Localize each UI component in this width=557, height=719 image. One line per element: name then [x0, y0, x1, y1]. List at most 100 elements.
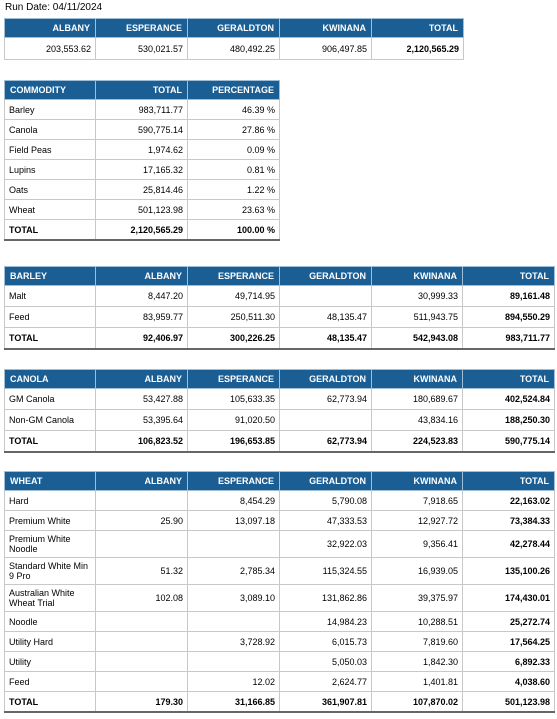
geraldton-value: 361,907.81: [279, 691, 372, 713]
grade-name: Noodle: [4, 611, 96, 632]
table-row: Australian White Wheat Trial 102.08 3,089.…: [4, 584, 555, 612]
commodity-percentage: 100.00 %: [187, 219, 280, 241]
albany-value: 106,823.52: [95, 430, 188, 453]
grade-name: Feed: [4, 671, 96, 692]
canola-header-type: CANOLA: [4, 369, 96, 389]
total-value: 17,564.25: [462, 631, 555, 652]
geraldton-value: 62,773.94: [279, 430, 372, 453]
geraldton-value: 48,135.47: [279, 306, 372, 328]
esperance-value: 3,089.10: [187, 584, 280, 612]
esperance-value: 91,020.50: [187, 409, 280, 431]
commodity-table: COMMODITY TOTAL PERCENTAGE Barley 983,711…: [4, 80, 280, 241]
wheat-table: WHEAT ALBANY ESPERANCE GERALDTON KWINANA…: [4, 471, 555, 713]
table-row: Non-GM Canola 53,395.64 91,020.50 43,834.16…: [4, 409, 555, 431]
albany-value: 102.08: [95, 584, 188, 612]
barley-header-type: BARLEY: [4, 266, 96, 286]
table-row: Malt 8,447.20 49,714.95 30,999.33 89,161.48: [4, 285, 555, 307]
commodity-name: Oats: [4, 179, 96, 200]
grade-name: Standard White Min 9 Pro: [4, 557, 96, 585]
geraldton-value: 48,135.47: [279, 327, 372, 350]
kwinana-value: 7,918.65: [371, 490, 463, 511]
canola-header-albany: ALBANY: [95, 369, 188, 389]
barley-header-total: TOTAL: [462, 266, 555, 286]
total-value: 174,430.01: [462, 584, 555, 612]
commodity-total: 2,120,565.29: [95, 219, 188, 241]
albany-value: 51.32: [95, 557, 188, 585]
esperance-value: 300,226.25: [187, 327, 280, 350]
kwinana-value: 39,375.97: [371, 584, 463, 612]
commodity-total: 590,775.14: [95, 119, 188, 140]
commodity-name: Canola: [4, 119, 96, 140]
table-row: Feed 83,959.77 250,511.30 48,135.47 511,943.…: [4, 306, 555, 328]
barley-table: BARLEY ALBANY ESPERANCE GERALDTON KWINAN…: [4, 266, 555, 350]
total-value: 590,775.14: [462, 430, 555, 453]
kwinana-value: 12,927.72: [371, 510, 463, 531]
commodity-percentage: 1.22 %: [187, 179, 280, 200]
kwinana-value: 1,842.30: [371, 651, 463, 672]
canola-header-total: TOTAL: [462, 369, 555, 389]
grade-name: Premium White Noodle: [4, 530, 96, 558]
table-row: GM Canola 53,427.88 105,633.35 62,773.94 180…: [4, 388, 555, 410]
commodity-percentage: 27.86 %: [187, 119, 280, 140]
kwinana-value: 107,870.02: [371, 691, 463, 713]
total-value: 22,163.02: [462, 490, 555, 511]
commodity-name: TOTAL: [4, 219, 96, 241]
wheat-header-total: TOTAL: [462, 471, 555, 491]
esperance-value: [187, 611, 280, 632]
grade-name: Australian White Wheat Trial: [4, 584, 96, 612]
table-row: Utility Hard 3,728.92 6,015.73 7,819.60 17,5…: [4, 631, 555, 652]
total-value: 6,892.33: [462, 651, 555, 672]
table-total-row: TOTAL 179.30 31,166.85 361,907.81 107,870.02…: [4, 691, 555, 713]
summary-header-kwinana: KWINANA: [279, 18, 372, 38]
canola-table: CANOLA ALBANY ESPERANCE GERALDTON KWINAN…: [4, 369, 555, 453]
wheat-header-type: WHEAT: [4, 471, 96, 491]
albany-value: 53,427.88: [95, 388, 188, 410]
commodity-header-name: COMMODITY: [4, 80, 96, 100]
esperance-value: 2,785.34: [187, 557, 280, 585]
albany-value: 8,447.20: [95, 285, 188, 307]
grade-name: TOTAL: [4, 430, 96, 453]
commodity-header-percentage: PERCENTAGE: [187, 80, 280, 100]
kwinana-value: 9,356.41: [371, 530, 463, 558]
albany-value: 92,406.97: [95, 327, 188, 350]
esperance-value: [187, 651, 280, 672]
wheat-header-kwinana: KWINANA: [371, 471, 463, 491]
total-value: 188,250.30: [462, 409, 555, 431]
kwinana-value: 43,834.16: [371, 409, 463, 431]
table-total-row: TOTAL 92,406.97 300,226.25 48,135.47 542,943…: [4, 327, 555, 350]
commodity-percentage: 46.39 %: [187, 99, 280, 120]
commodity-total: 1,974.62: [95, 139, 188, 160]
summary-table: ALBANY ESPERANCE GERALDTON KWINANA TOTAL…: [4, 18, 464, 60]
geraldton-value: 62,773.94: [279, 388, 372, 410]
commodity-total: 25,814.46: [95, 179, 188, 200]
geraldton-value: 5,050.03: [279, 651, 372, 672]
table-row: Feed 12.02 2,624.77 1,401.81 4,038.60: [4, 671, 555, 692]
commodity-percentage: 0.09 %: [187, 139, 280, 160]
table-row: Noodle 14,984.23 10,288.51 25,272.74: [4, 611, 555, 632]
summary-header-albany: ALBANY: [4, 18, 96, 38]
wheat-header-geraldton: GERALDTON: [279, 471, 372, 491]
geraldton-value: 2,624.77: [279, 671, 372, 692]
albany-value: [95, 631, 188, 652]
summary-value-total: 2,120,565.29: [371, 37, 464, 60]
canola-header-kwinana: KWINANA: [371, 369, 463, 389]
table-row: Field Peas 1,974.62 0.09 %: [4, 139, 280, 160]
canola-header-esperance: ESPERANCE: [187, 369, 280, 389]
geraldton-value: 32,922.03: [279, 530, 372, 558]
kwinana-value: 180,689.67: [371, 388, 463, 410]
albany-value: 83,959.77: [95, 306, 188, 328]
table-row: Lupins 17,165.32 0.81 %: [4, 159, 280, 180]
commodity-total: 17,165.32: [95, 159, 188, 180]
grade-name: Utility: [4, 651, 96, 672]
commodity-total: 983,711.77: [95, 99, 188, 120]
run-date: Run Date: 04/11/2024: [5, 2, 103, 13]
esperance-value: 31,166.85: [187, 691, 280, 713]
geraldton-value: 14,984.23: [279, 611, 372, 632]
table-row: Utility 5,050.03 1,842.30 6,892.33: [4, 651, 555, 672]
total-value: 25,272.74: [462, 611, 555, 632]
esperance-value: 8,454.29: [187, 490, 280, 511]
geraldton-value: 47,333.53: [279, 510, 372, 531]
esperance-value: 3,728.92: [187, 631, 280, 652]
commodity-percentage: 0.81 %: [187, 159, 280, 180]
summary-value-esperance: 530,021.57: [95, 37, 188, 60]
